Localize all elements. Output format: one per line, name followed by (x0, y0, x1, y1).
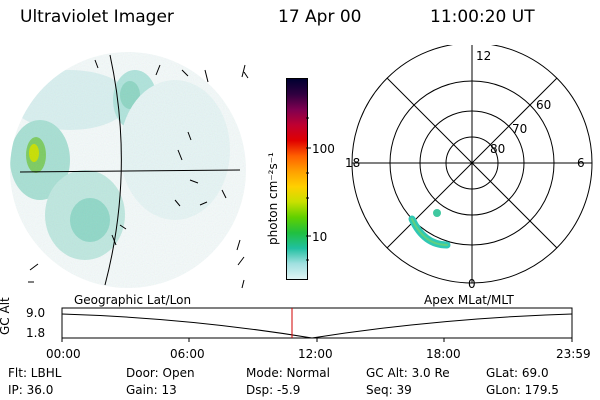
gain-info: Gain: 13 (126, 383, 177, 397)
date-label: 17 Apr 00 (278, 7, 362, 27)
timeline-y-tick-9: 9.0 (26, 306, 46, 320)
door-info: Door: Open (126, 366, 195, 380)
colorbar-tick-10: 10 (312, 230, 328, 244)
glat-info: GLat: 69.0 (486, 366, 549, 380)
timeline-right-label: Apex MLat/MLT (424, 293, 514, 307)
mlt-label-0: 0 (468, 277, 476, 290)
ip-info: IP: 36.0 (8, 383, 54, 397)
timeline-y-tick-1.8: 1.8 (26, 326, 46, 340)
x-tick-0600: 06:00 (170, 347, 205, 361)
colorbar-unit-label: photon cm⁻²s⁻¹ (266, 152, 280, 245)
polar-mlt-plot: 12 18 6 0 60 70 80 (345, 45, 593, 290)
colorbar-ticks (306, 117, 311, 261)
timeline-y-title: GC Alt (0, 297, 12, 335)
gc-alt-info: GC Alt: 3.0 Re (366, 366, 450, 380)
geographic-image (10, 52, 249, 289)
timeline-plot (61, 307, 573, 342)
mlt-label-6: 6 (577, 156, 585, 170)
filter-info: Flt: LBHL (8, 366, 62, 380)
mlt-label-18: 18 (345, 156, 360, 170)
mlat-label-80: 80 (490, 142, 505, 156)
x-tick-2359: 23:59 (556, 347, 591, 361)
mlt-label-12: 12 (476, 49, 491, 63)
colorbar-tick-100: 100 (312, 142, 335, 156)
app-title: Ultraviolet Imager (20, 7, 174, 27)
timeline-left-label: Geographic Lat/Lon (74, 293, 192, 307)
seq-info: Seq: 39 (366, 383, 412, 397)
dsp-info: Dsp: -5.9 (246, 383, 301, 397)
color-scale-bar (286, 78, 308, 280)
time-label: 11:00:20 UT (430, 7, 535, 27)
glon-info: GLon: 179.5 (486, 383, 559, 397)
mode-info: Mode: Normal (246, 366, 330, 380)
x-tick-0000: 00:00 (46, 347, 81, 361)
mlat-label-60: 60 (536, 98, 551, 112)
mlat-label-70: 70 (512, 122, 527, 136)
x-tick-1800: 18:00 (426, 347, 461, 361)
x-tick-1200: 12:00 (298, 347, 333, 361)
